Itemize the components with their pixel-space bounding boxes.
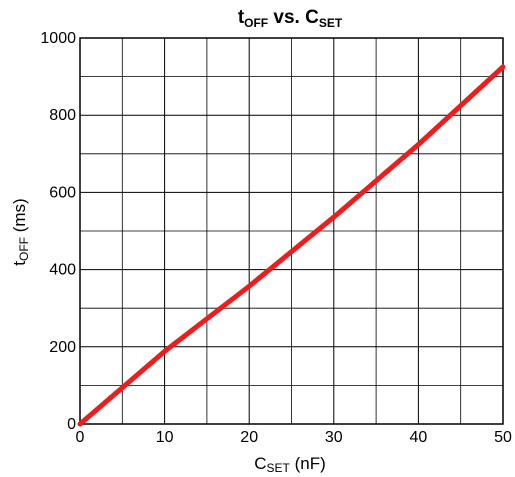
y-tick-label: 1000	[40, 30, 76, 47]
y-tick-label: 600	[49, 184, 76, 201]
y-tick-label: 200	[49, 339, 76, 356]
x-axis-label: CSET (nF)	[254, 454, 326, 475]
xlabel-rest: (nF)	[290, 454, 326, 473]
xlabel-main: C	[254, 454, 266, 473]
ylabel-rest: (ms)	[10, 198, 29, 237]
x-tick-labels: 0 10 20 30 40 50	[76, 429, 512, 446]
major-gridlines	[80, 38, 503, 424]
plot-frame	[79, 37, 504, 425]
x-tick-label: 0	[76, 429, 85, 446]
x-tick-label: 30	[325, 429, 343, 446]
ylabel-sub: OFF	[17, 237, 31, 261]
x-tick-label: 40	[410, 429, 428, 446]
series-line	[77, 64, 506, 427]
y-tick-label: 800	[49, 107, 76, 124]
title-main: t	[238, 7, 245, 28]
minor-gridlines	[80, 38, 503, 424]
y-tick-label: 0	[67, 416, 76, 433]
series-layer	[77, 64, 506, 427]
y-tick-labels: 0 200 400 600 800 1000	[40, 30, 76, 433]
xlabel-sub: SET	[267, 461, 291, 475]
x-tick-label: 10	[156, 429, 174, 446]
x-tick-label: 20	[240, 429, 258, 446]
y-axis-label: tOFF (ms)	[10, 198, 31, 265]
x-tick-label: 50	[494, 429, 512, 446]
title-end-sub: SET	[319, 16, 343, 30]
y-tick-label: 400	[49, 262, 76, 279]
ylabel-main: t	[10, 261, 29, 266]
chart-title: tOFF vs. CSET	[238, 7, 343, 30]
title-mid: vs. C	[268, 7, 319, 28]
title-main-sub: OFF	[244, 16, 268, 30]
